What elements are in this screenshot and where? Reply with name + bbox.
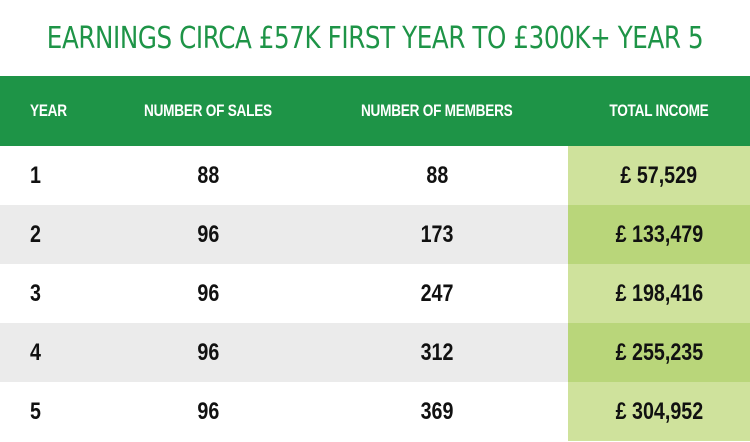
cell-income: £ 304,952 (568, 382, 750, 441)
header-income-label: TOTAL INCOME (609, 101, 709, 120)
cell-year: 5 (0, 382, 110, 441)
cell-members: 88 (306, 146, 568, 205)
sales-value: 88 (197, 161, 219, 189)
table-row: 3 96 247 £ 198,416 (0, 264, 750, 323)
year-value: 2 (30, 220, 41, 248)
header-sales-label: NUMBER OF SALES (144, 101, 272, 120)
year-value: 5 (30, 397, 41, 425)
header-income: TOTAL INCOME (568, 76, 750, 146)
cell-year: 1 (0, 146, 110, 205)
members-value: 247 (420, 279, 454, 307)
table-row: 2 96 173 £ 133,479 (0, 205, 750, 264)
year-value: 4 (30, 338, 41, 366)
members-value: 173 (420, 220, 454, 248)
members-value: 312 (420, 338, 454, 366)
sales-value: 96 (197, 338, 219, 366)
header-members-label: NUMBER OF MEMBERS (361, 101, 513, 120)
cell-sales: 96 (110, 382, 306, 441)
table-row: 1 88 88 £ 57,529 (0, 146, 750, 205)
cell-income: £ 198,416 (568, 264, 750, 323)
income-value: £ 57,529 (620, 161, 698, 189)
table-header-row: YEAR NUMBER OF SALES NUMBER OF MEMBERS T… (0, 76, 750, 146)
year-value: 1 (30, 161, 41, 189)
table-row: 5 96 369 £ 304,952 (0, 382, 750, 441)
header-sales: NUMBER OF SALES (110, 76, 306, 146)
members-value: 88 (426, 161, 448, 189)
cell-members: 369 (306, 382, 568, 441)
cell-sales: 96 (110, 205, 306, 264)
cell-sales: 88 (110, 146, 306, 205)
members-value: 369 (420, 397, 454, 425)
earnings-table: YEAR NUMBER OF SALES NUMBER OF MEMBERS T… (0, 76, 750, 442)
cell-year: 2 (0, 205, 110, 264)
income-value: £ 304,952 (615, 397, 703, 425)
table-row: 4 96 312 £ 255,235 (0, 323, 750, 382)
sales-value: 96 (197, 279, 219, 307)
cell-sales: 96 (110, 323, 306, 382)
header-members: NUMBER OF MEMBERS (306, 76, 568, 146)
cell-income: £ 57,529 (568, 146, 750, 205)
sales-value: 96 (197, 220, 219, 248)
income-value: £ 198,416 (615, 279, 703, 307)
header-year: YEAR (0, 76, 110, 146)
page-title: EARNINGS CIRCA £57K FIRST YEAR TO £300K+… (46, 20, 704, 56)
header-year-label: YEAR (30, 101, 67, 120)
cell-sales: 96 (110, 264, 306, 323)
income-value: £ 255,235 (615, 338, 703, 366)
cell-year: 4 (0, 323, 110, 382)
cell-income: £ 255,235 (568, 323, 750, 382)
cell-members: 247 (306, 264, 568, 323)
cell-members: 173 (306, 205, 568, 264)
income-value: £ 133,479 (615, 220, 703, 248)
cell-members: 312 (306, 323, 568, 382)
year-value: 3 (30, 279, 41, 307)
cell-income: £ 133,479 (568, 205, 750, 264)
cell-year: 3 (0, 264, 110, 323)
sales-value: 96 (197, 397, 219, 425)
